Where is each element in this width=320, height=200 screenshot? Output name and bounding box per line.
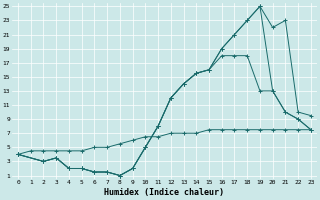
X-axis label: Humidex (Indice chaleur): Humidex (Indice chaleur) <box>104 188 224 197</box>
